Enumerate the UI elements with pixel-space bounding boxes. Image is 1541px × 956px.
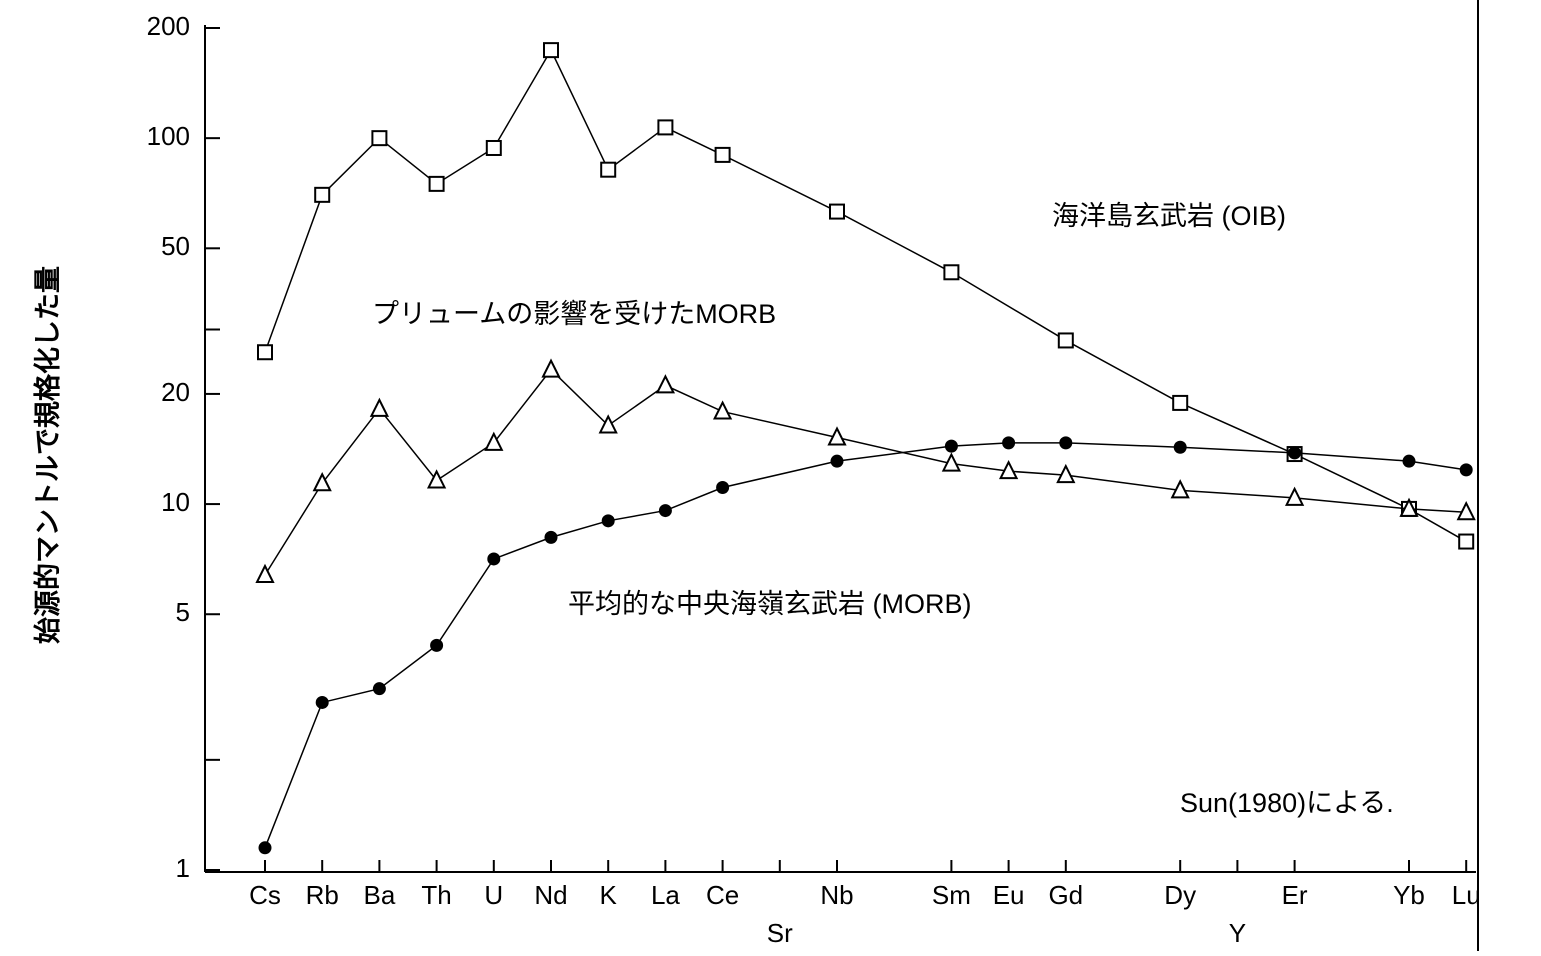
- square-marker: [943, 264, 960, 281]
- triangle-marker: [1170, 479, 1190, 499]
- triangle-marker: [312, 472, 332, 492]
- circle-marker: [372, 682, 386, 696]
- square-marker: [1172, 394, 1189, 411]
- circle-marker: [944, 439, 958, 453]
- circle-marker: [1173, 440, 1187, 454]
- triangle-marker: [1399, 497, 1419, 517]
- circle-marker: [544, 530, 558, 544]
- triangle-marker: [369, 397, 390, 417]
- triangle-marker: [941, 452, 962, 472]
- series-label: 平均的な中央海嶺玄武岩 (MORB): [568, 589, 971, 619]
- square-marker: [714, 146, 731, 163]
- x-tick-label: Rb: [306, 880, 339, 910]
- x-tick-label: Gd: [1048, 880, 1083, 910]
- triangle-marker: [712, 400, 733, 420]
- square-marker: [428, 175, 445, 192]
- x-tick-label: Ba: [363, 880, 395, 910]
- x-tick-label: Nd: [534, 880, 567, 910]
- x-tick-label: Yb: [1393, 880, 1425, 910]
- triangle-marker: [998, 459, 1019, 480]
- x-tick-label: Th: [421, 880, 451, 910]
- x-tick-label: K: [600, 880, 618, 910]
- x-tick-label: Dy: [1164, 880, 1196, 910]
- triangle-marker: [484, 431, 504, 451]
- triangle-marker: [1284, 486, 1305, 506]
- y-tick-label: 1: [176, 853, 190, 883]
- circle-marker: [830, 454, 844, 468]
- x-tick-label: Ce: [706, 880, 739, 910]
- square-marker: [1057, 332, 1074, 349]
- x-tick-label: La: [651, 880, 680, 910]
- y-tick-label: 10: [161, 487, 190, 517]
- y-tick-label: 200: [147, 11, 190, 41]
- x-tick-label: Lu: [1452, 880, 1481, 910]
- triangle-marker: [1456, 500, 1476, 521]
- series-label: 海洋島玄武岩 (OIB): [1052, 201, 1286, 231]
- triangle-marker: [1056, 463, 1076, 484]
- square-marker: [314, 186, 331, 203]
- x-tick-label: Sr: [767, 918, 793, 948]
- annotation: Sun(1980)による.: [1180, 788, 1394, 818]
- x-tick-label: U: [484, 880, 503, 910]
- triangle-marker: [827, 426, 847, 446]
- x-tick-label: Y: [1229, 918, 1246, 948]
- square-marker: [600, 161, 617, 178]
- triangle-marker: [655, 374, 676, 394]
- square-marker: [829, 203, 845, 220]
- circle-marker: [487, 552, 501, 566]
- circle-marker: [716, 480, 730, 494]
- y-tick-label: 20: [161, 377, 190, 407]
- x-tick-label: Sm: [932, 880, 971, 910]
- square-marker: [543, 42, 559, 59]
- circle-marker: [258, 841, 272, 855]
- x-tick-label: Cs: [249, 880, 281, 910]
- circle-marker: [1002, 436, 1016, 450]
- x-tick-label: Er: [1282, 880, 1308, 910]
- square-marker: [485, 139, 502, 156]
- circle-marker: [1288, 446, 1302, 460]
- y-tick-label: 50: [161, 231, 190, 261]
- triangle-marker: [426, 469, 447, 489]
- y-axis-label: 始源的マントルで規格化した量: [32, 266, 63, 644]
- circle-marker: [601, 514, 615, 528]
- circle-marker: [1059, 436, 1073, 450]
- x-tick-label: Eu: [993, 880, 1025, 910]
- square-marker: [257, 344, 273, 361]
- x-tick-label: Nb: [820, 880, 853, 910]
- triangle-marker: [541, 358, 561, 378]
- series-line: [264, 48, 1467, 543]
- triangle-marker: [598, 414, 618, 434]
- y-tick-label: 5: [176, 597, 190, 627]
- y-tick-label: 100: [147, 121, 190, 151]
- circle-marker: [1402, 454, 1416, 468]
- triangle-marker: [255, 563, 275, 584]
- circle-marker: [430, 638, 444, 652]
- circle-marker: [658, 504, 672, 518]
- series-label: プリュームの影響を受けたMORB: [372, 299, 776, 329]
- circle-marker: [1459, 463, 1473, 477]
- circle-marker: [315, 695, 329, 709]
- square-marker: [1458, 533, 1475, 550]
- square-marker: [371, 130, 388, 147]
- square-marker: [657, 119, 674, 136]
